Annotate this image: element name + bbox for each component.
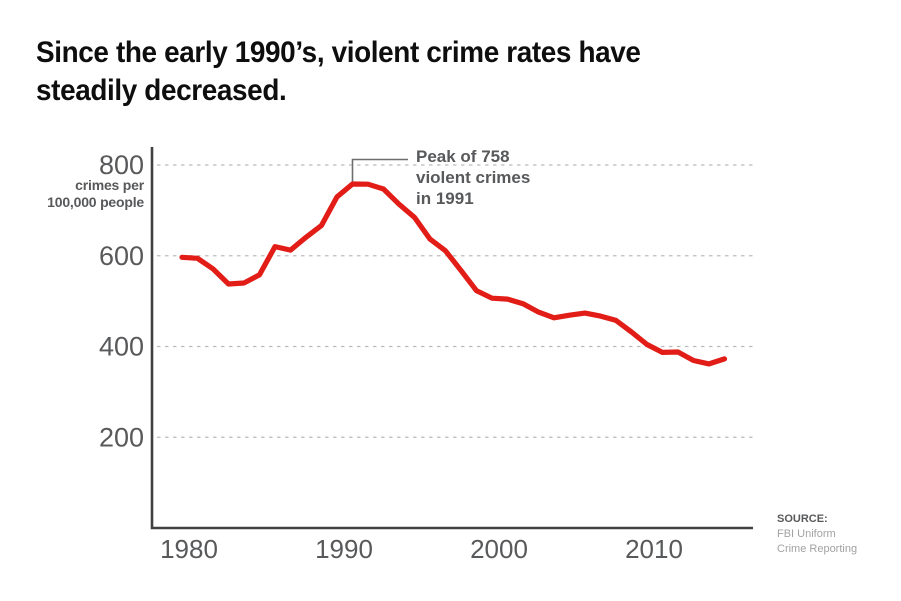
source-label: SOURCE:	[777, 513, 828, 525]
y-tick-label-200: 200	[99, 422, 144, 452]
x-tick-label-1980: 1980	[160, 534, 218, 564]
axis-lines	[150, 147, 753, 530]
crime-trend-line	[179, 181, 728, 367]
source-block: SOURCE: FBI Uniform Crime Reporting	[777, 512, 897, 557]
annotation-callout-bracket	[351, 158, 408, 182]
page-title: Since the early 1990’s, violent crime ra…	[36, 34, 780, 110]
x-tick-label-2010: 2010	[625, 534, 683, 564]
y-tick-label-800: 800	[99, 150, 144, 180]
x-tick-label-1990: 1990	[315, 534, 373, 564]
page-title-line-2: steadily decreased.	[36, 74, 287, 107]
peak-annotation: Peak of 758 violent crimes in 1991	[416, 147, 531, 208]
x-tick-label-2000: 2000	[470, 534, 528, 564]
y-axis-unit-label: crimes per 100,000 people	[47, 177, 144, 210]
y-tick-label-600: 600	[99, 241, 144, 271]
page-title-line-1: Since the early 1990’s, violent crime ra…	[36, 36, 641, 69]
y-tick-label-400: 400	[99, 332, 144, 362]
source-text: FBI Uniform Crime Reporting	[777, 528, 858, 555]
